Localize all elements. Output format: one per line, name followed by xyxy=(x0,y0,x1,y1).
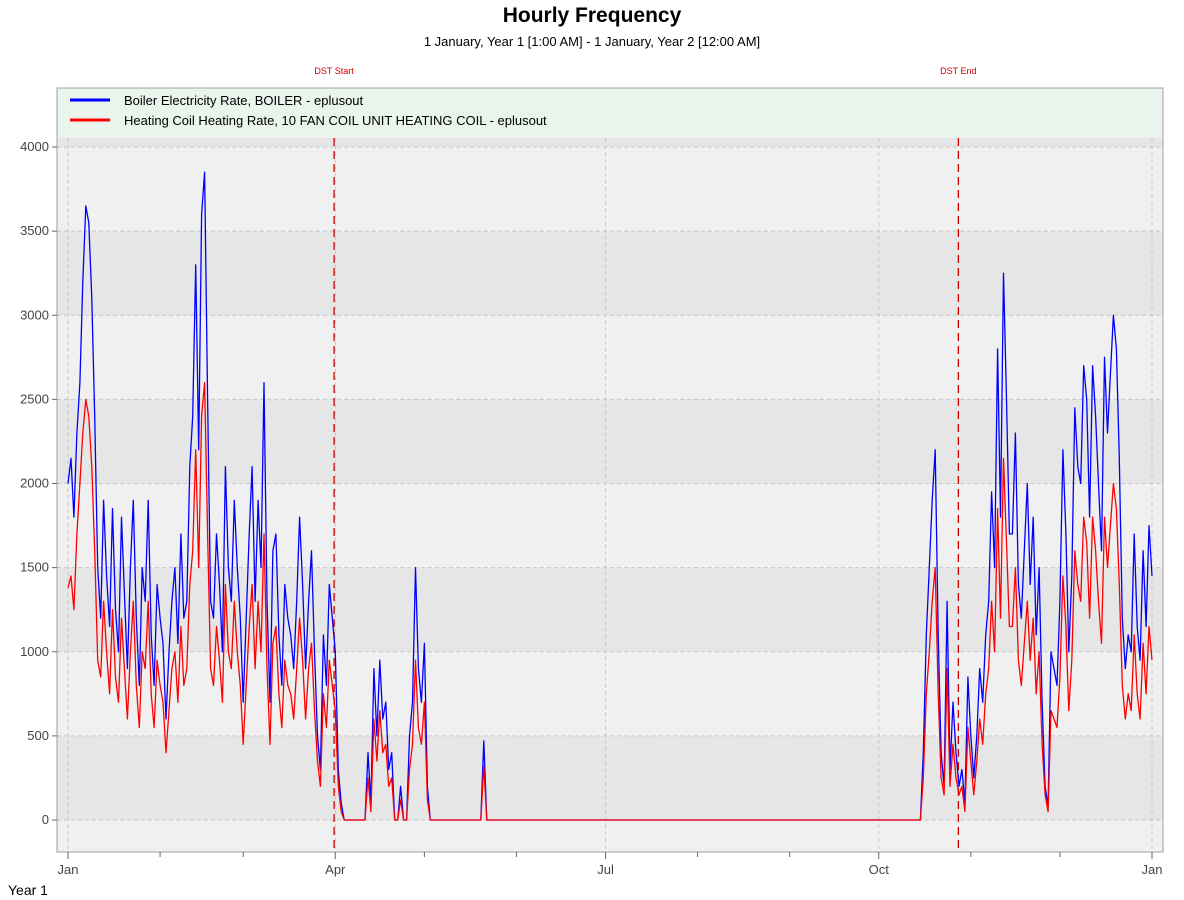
x-tick-label: Jan xyxy=(58,862,79,877)
series-lines xyxy=(67,171,1153,821)
x-tick-label: Apr xyxy=(325,862,346,877)
legend[interactable]: Boiler Electricity Rate, BOILER - epluso… xyxy=(58,89,1162,137)
y-tick-label: 4000 xyxy=(20,139,49,154)
y-axis: 0 500 1000 1500 2000 2500 3000 3500 4000 xyxy=(20,139,57,827)
x-tick-label: Oct xyxy=(869,862,890,877)
y-tick-label: 0 xyxy=(42,812,49,827)
y-tick-label: 3500 xyxy=(20,223,49,238)
dst-marker-label: DST End xyxy=(940,66,976,76)
plot-band xyxy=(57,735,1163,820)
x-tick-label: Jan xyxy=(1142,862,1163,877)
x-tick-label: Jul xyxy=(597,862,614,877)
y-tick-label: 2500 xyxy=(20,391,49,406)
plot-border xyxy=(56,87,1164,853)
chart-subtitle: 1 January, Year 1 [1:00 AM] - 1 January,… xyxy=(423,34,761,49)
dst-markers: DST Start DST End xyxy=(314,66,977,852)
y-tick-label: 1500 xyxy=(20,560,49,575)
dst-marker-label: DST Start xyxy=(314,66,354,76)
legend-entry[interactable]: Boiler Electricity Rate, BOILER - epluso… xyxy=(124,93,364,108)
legend-box xyxy=(58,89,1162,137)
plot-band xyxy=(57,231,1163,316)
y-tick-label: 2000 xyxy=(20,476,49,491)
plot-band xyxy=(57,399,1163,484)
y-tick-label: 3000 xyxy=(20,307,49,322)
series-line-2 xyxy=(67,381,1153,821)
plot-band xyxy=(57,138,1163,147)
legend-entry[interactable]: Heating Coil Heating Rate, 10 FAN COIL U… xyxy=(124,113,547,128)
y-tick-label: 1000 xyxy=(20,644,49,659)
x-axis: Jan Apr Jul Oct Jan xyxy=(58,852,1163,877)
y-tick-label: 500 xyxy=(27,728,49,743)
x-axis-base-label: Year 1 xyxy=(8,882,48,898)
chart-title: Hourly Frequency xyxy=(502,4,682,27)
